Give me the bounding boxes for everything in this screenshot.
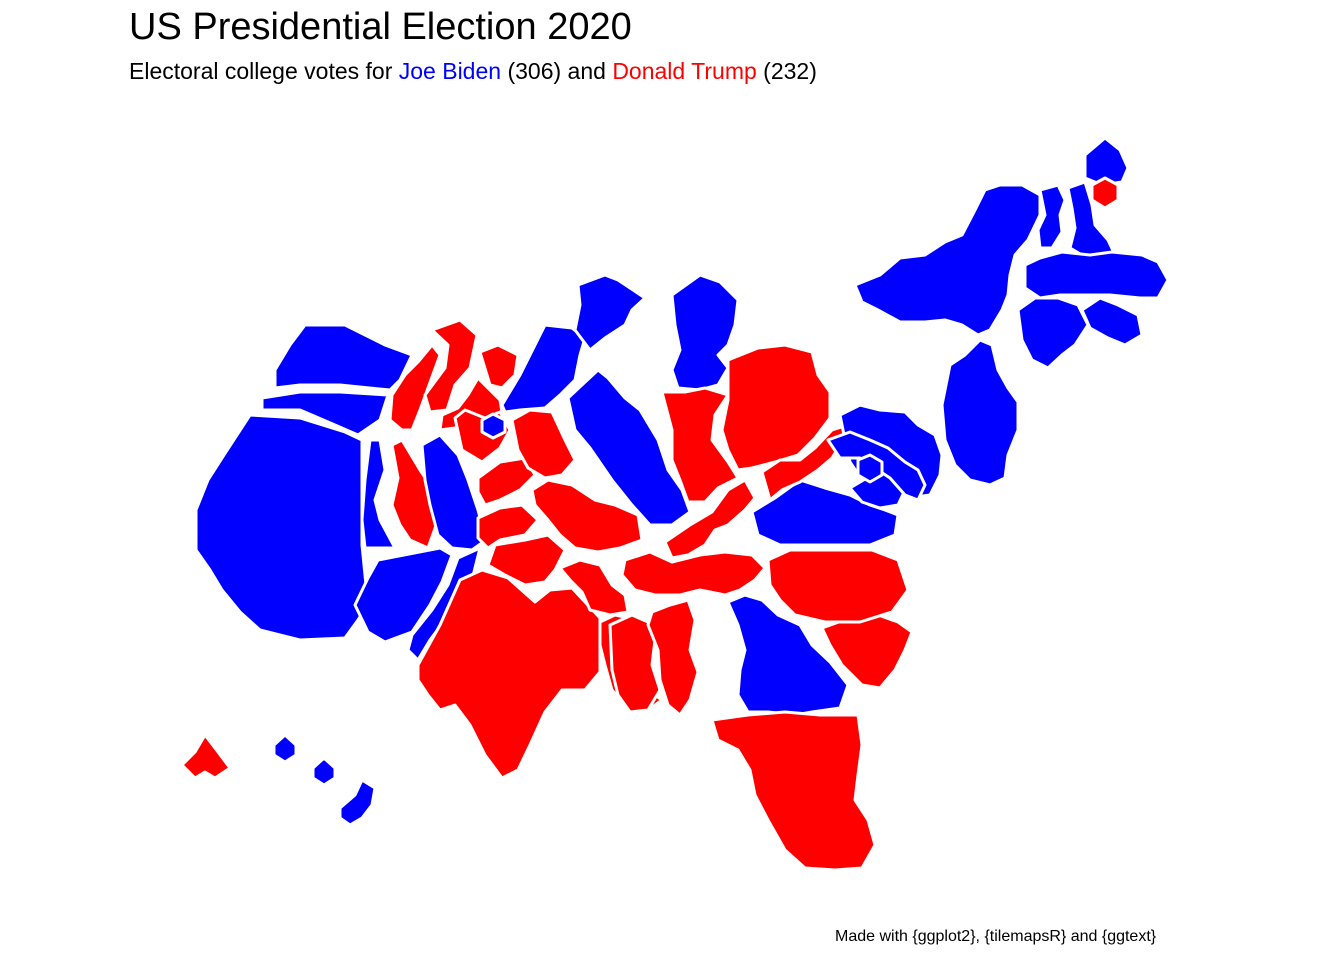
state-shape-colorado [420, 433, 488, 552]
subtitle-middle: and [561, 58, 613, 84]
state-georgia [726, 593, 850, 717]
subtitle-prefix: Electoral college votes for [129, 58, 399, 84]
state-shape-montana [423, 318, 479, 414]
state-shape-new-jersey [940, 338, 1020, 487]
state-illinois [566, 368, 692, 527]
state-shape-missouri [530, 478, 644, 554]
state-vermont [1036, 183, 1067, 250]
state-new-jersey [940, 338, 1020, 487]
state-shape-north-carolina [766, 548, 910, 624]
subtitle-trump-votes: (232) [756, 58, 817, 84]
state-arkansas [558, 558, 630, 617]
chart-title: US Presidential Election 2020 [129, 6, 632, 48]
state-ohio [720, 343, 832, 472]
state-arizona [353, 546, 454, 644]
state-shape-utah [390, 438, 442, 550]
state-colorado [420, 433, 488, 552]
state-rhode-island [1080, 296, 1144, 347]
state-shape-kansas [476, 503, 540, 550]
state-maine-2nd-district [1090, 176, 1120, 210]
state-shape-nebraska-2nd-district [480, 412, 507, 440]
state-north-carolina [766, 548, 910, 624]
state-texas [416, 568, 602, 780]
state-kansas [476, 503, 540, 550]
state-shape-georgia [726, 593, 850, 717]
state-minnesota [500, 323, 587, 414]
state-shape-florida [710, 710, 877, 872]
state-shape-nevada [360, 438, 397, 550]
state-alabama [646, 598, 700, 717]
subtitle-biden-name: Joe Biden [398, 58, 502, 84]
subtitle-biden-votes: (306) [501, 58, 562, 84]
state-shape-vermont [1036, 183, 1067, 250]
state-shape-iowa [510, 408, 577, 480]
chart-caption: Made with {ggplot2}, {tilemapsR} and {gg… [835, 928, 1157, 945]
state-wisconsin [573, 273, 647, 352]
state-shape-new-york [853, 183, 1042, 337]
state-missouri [530, 478, 644, 554]
state-new-york [853, 183, 1042, 337]
state-hawaii [272, 733, 377, 827]
chart-subtitle: Electoral college votes for Joe Biden (3… [129, 58, 817, 85]
state-oklahoma [486, 533, 567, 587]
state-shape-washington [273, 323, 414, 392]
state-shape-hawaii-1 [272, 733, 298, 764]
state-indiana [660, 386, 740, 504]
state-oregon [260, 390, 390, 437]
state-shape-alabama [646, 598, 700, 717]
state-shape-oklahoma [486, 533, 567, 587]
state-shape-texas [416, 568, 602, 780]
state-virginia [750, 478, 900, 547]
state-shape-ohio [720, 343, 832, 472]
state-shape-maine [1083, 136, 1130, 187]
state-california [194, 413, 370, 642]
state-shape-hawaii-3 [338, 778, 377, 827]
state-utah [390, 438, 442, 550]
state-shape-wisconsin [573, 273, 647, 352]
state-alaska [180, 733, 232, 780]
state-shape-nebraska [476, 456, 537, 507]
state-shape-connecticut [1016, 296, 1090, 370]
state-idaho [388, 343, 442, 432]
state-shape-arizona [353, 546, 454, 644]
state-shape-indiana [660, 386, 740, 504]
state-shape-minnesota [500, 323, 587, 414]
subtitle-trump-name: Donald Trump [612, 58, 757, 84]
state-nebraska [476, 456, 537, 507]
state-shape-tennessee [620, 550, 767, 597]
state-connecticut [1016, 296, 1090, 370]
state-shape-alaska [180, 733, 232, 780]
state-shape-illinois [566, 368, 692, 527]
state-mississippi [608, 613, 662, 714]
state-shape-virginia [750, 478, 900, 547]
state-nevada [360, 438, 397, 550]
state-washington [273, 323, 414, 392]
state-tennessee [620, 550, 767, 597]
state-shape-mississippi [608, 613, 662, 714]
state-shape-district-of-columbia [856, 453, 884, 484]
state-iowa [510, 408, 577, 480]
state-shape-maine-2nd-district [1090, 176, 1120, 210]
state-florida [710, 710, 877, 872]
state-shape-massachusetts [1023, 250, 1170, 300]
state-shape-rhode-island [1080, 296, 1144, 347]
state-montana [423, 318, 479, 414]
state-north-dakota [478, 343, 520, 390]
state-maine [1083, 136, 1130, 187]
state-district-of-columbia [856, 453, 884, 484]
state-massachusetts [1023, 250, 1170, 300]
state-shape-hawaii-2 [311, 756, 337, 787]
state-shape-idaho [388, 343, 442, 432]
state-shape-kentucky [663, 478, 757, 560]
state-shape-california [194, 413, 370, 642]
state-nebraska-2nd-district [480, 412, 507, 440]
state-shape-north-dakota [478, 343, 520, 390]
state-kentucky [663, 478, 757, 560]
state-shape-oregon [260, 390, 390, 437]
state-shape-arkansas [558, 558, 630, 617]
